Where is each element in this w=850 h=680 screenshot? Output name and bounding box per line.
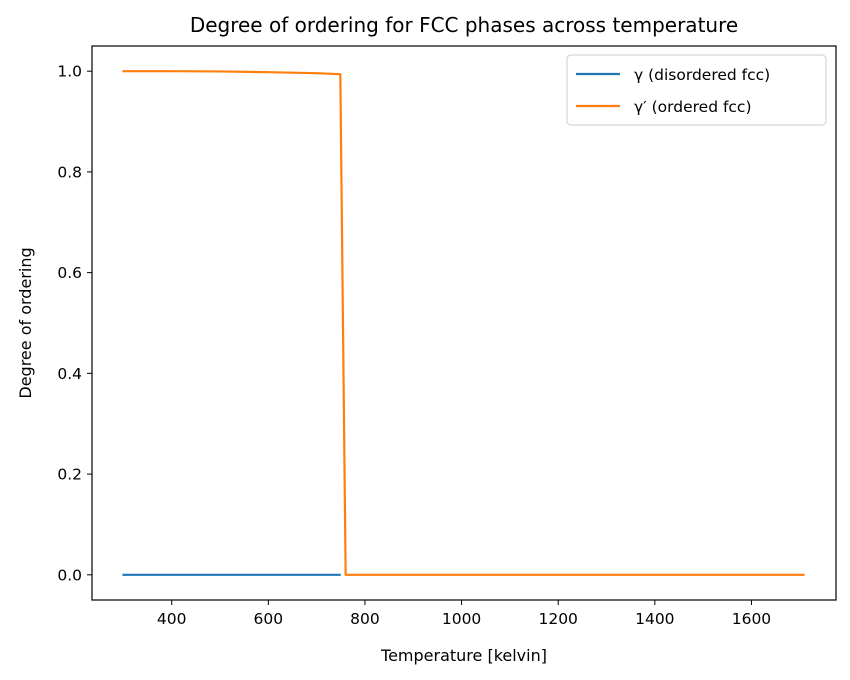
legend: γ (disordered fcc) γ′ (ordered fcc): [566, 54, 827, 126]
legend-box: [566, 54, 827, 126]
x-axis: 400 600 800 1000 1200 1400 1600: [157, 600, 771, 628]
y-tick-label: 0.2: [57, 466, 82, 484]
x-tick-label: 1400: [635, 610, 674, 628]
series-layer: [122, 70, 805, 576]
y-axis: 0.0 0.2 0.4 0.6 0.8 1.0: [57, 63, 92, 584]
x-tick-label: 800: [350, 610, 380, 628]
series-line-ordered: [122, 70, 805, 576]
plot-frame: [91, 45, 837, 601]
y-axis-label: Degree of ordering: [16, 247, 35, 398]
legend-label-disordered: γ (disordered fcc): [634, 66, 770, 84]
y-tick-label: 0.6: [57, 264, 82, 282]
x-tick-label: 1600: [732, 610, 771, 628]
x-tick-label: 600: [254, 610, 284, 628]
y-tick-label: 0.4: [57, 365, 82, 383]
x-tick-label: 400: [157, 610, 187, 628]
legend-label-ordered: γ′ (ordered fcc): [634, 98, 752, 116]
x-tick-label: 1000: [442, 610, 481, 628]
y-tick-label: 0.8: [57, 163, 82, 181]
x-axis-label: Temperature [kelvin]: [380, 646, 547, 665]
y-tick-label: 1.0: [57, 63, 82, 81]
y-tick-label: 0.0: [57, 566, 82, 584]
x-tick-label: 1200: [538, 610, 577, 628]
chart-title: Degree of ordering for FCC phases across…: [190, 13, 738, 37]
